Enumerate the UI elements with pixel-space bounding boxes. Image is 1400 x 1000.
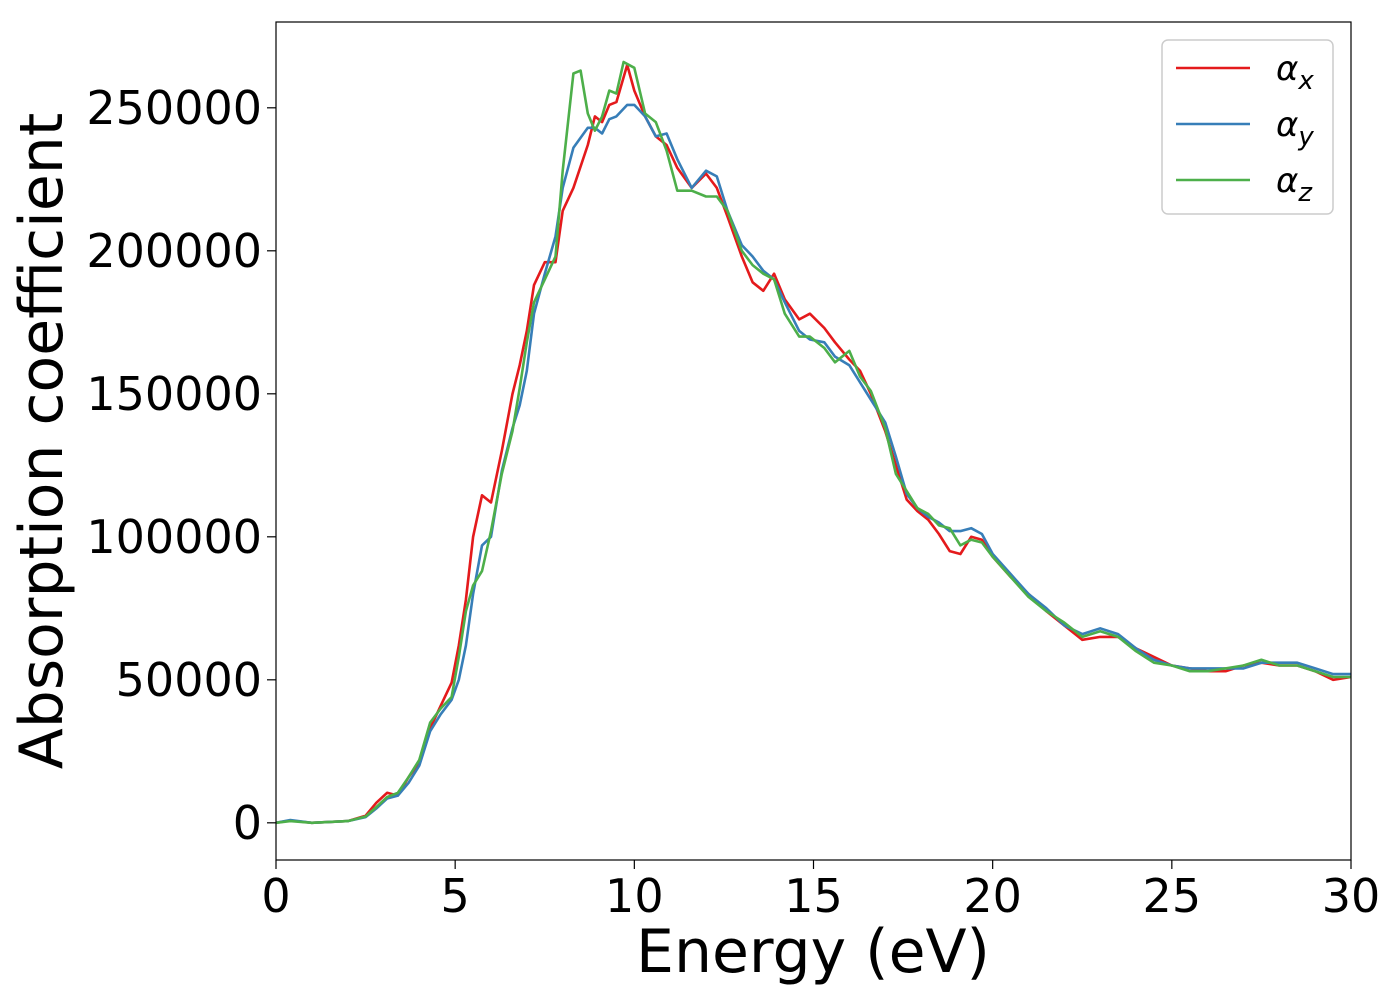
series-line-alpha-y <box>275 103 1351 825</box>
legend-subscript: x <box>1297 66 1314 96</box>
x-tick-label: 15 <box>784 869 843 923</box>
legend-symbol: α <box>1276 161 1298 201</box>
y-tick-label: 250000 <box>86 81 262 135</box>
x-tick-label: 0 <box>261 869 290 923</box>
y-axis: 0 50000 100000 150000 200000 250000 <box>86 81 276 850</box>
legend-entry-alpha-x: αx <box>1276 49 1314 96</box>
x-axis-label: Energy (eV) <box>636 917 990 987</box>
plot-frame <box>275 21 1352 861</box>
series-line-alpha-z <box>275 60 1351 825</box>
x-axis: 0 5 10 15 20 25 30 <box>261 860 1380 923</box>
legend-box <box>1161 39 1334 215</box>
series-group <box>275 60 1352 825</box>
y-tick-label: 0 <box>233 796 262 850</box>
x-tick-label: 30 <box>1322 869 1381 923</box>
x-tick-label: 5 <box>441 869 470 923</box>
legend-symbol: α <box>1276 105 1298 145</box>
legend-subscript: y <box>1297 122 1314 152</box>
legend-symbol: α <box>1276 49 1298 89</box>
y-tick-label: 100000 <box>86 510 262 564</box>
x-tick-label: 10 <box>605 869 664 923</box>
x-tick-label: 25 <box>1143 869 1202 923</box>
legend-entry-alpha-y: αy <box>1276 105 1314 152</box>
y-axis-label: Absorption coefficient <box>7 113 77 770</box>
x-tick-label: 20 <box>963 869 1022 923</box>
series-line-alpha-x <box>275 63 1352 825</box>
y-tick-label: 150000 <box>86 367 262 421</box>
legend-entry-alpha-z: αz <box>1276 161 1313 208</box>
y-tick-label: 200000 <box>86 224 262 278</box>
y-tick-label: 50000 <box>116 653 262 707</box>
legend-subscript: z <box>1297 178 1313 208</box>
